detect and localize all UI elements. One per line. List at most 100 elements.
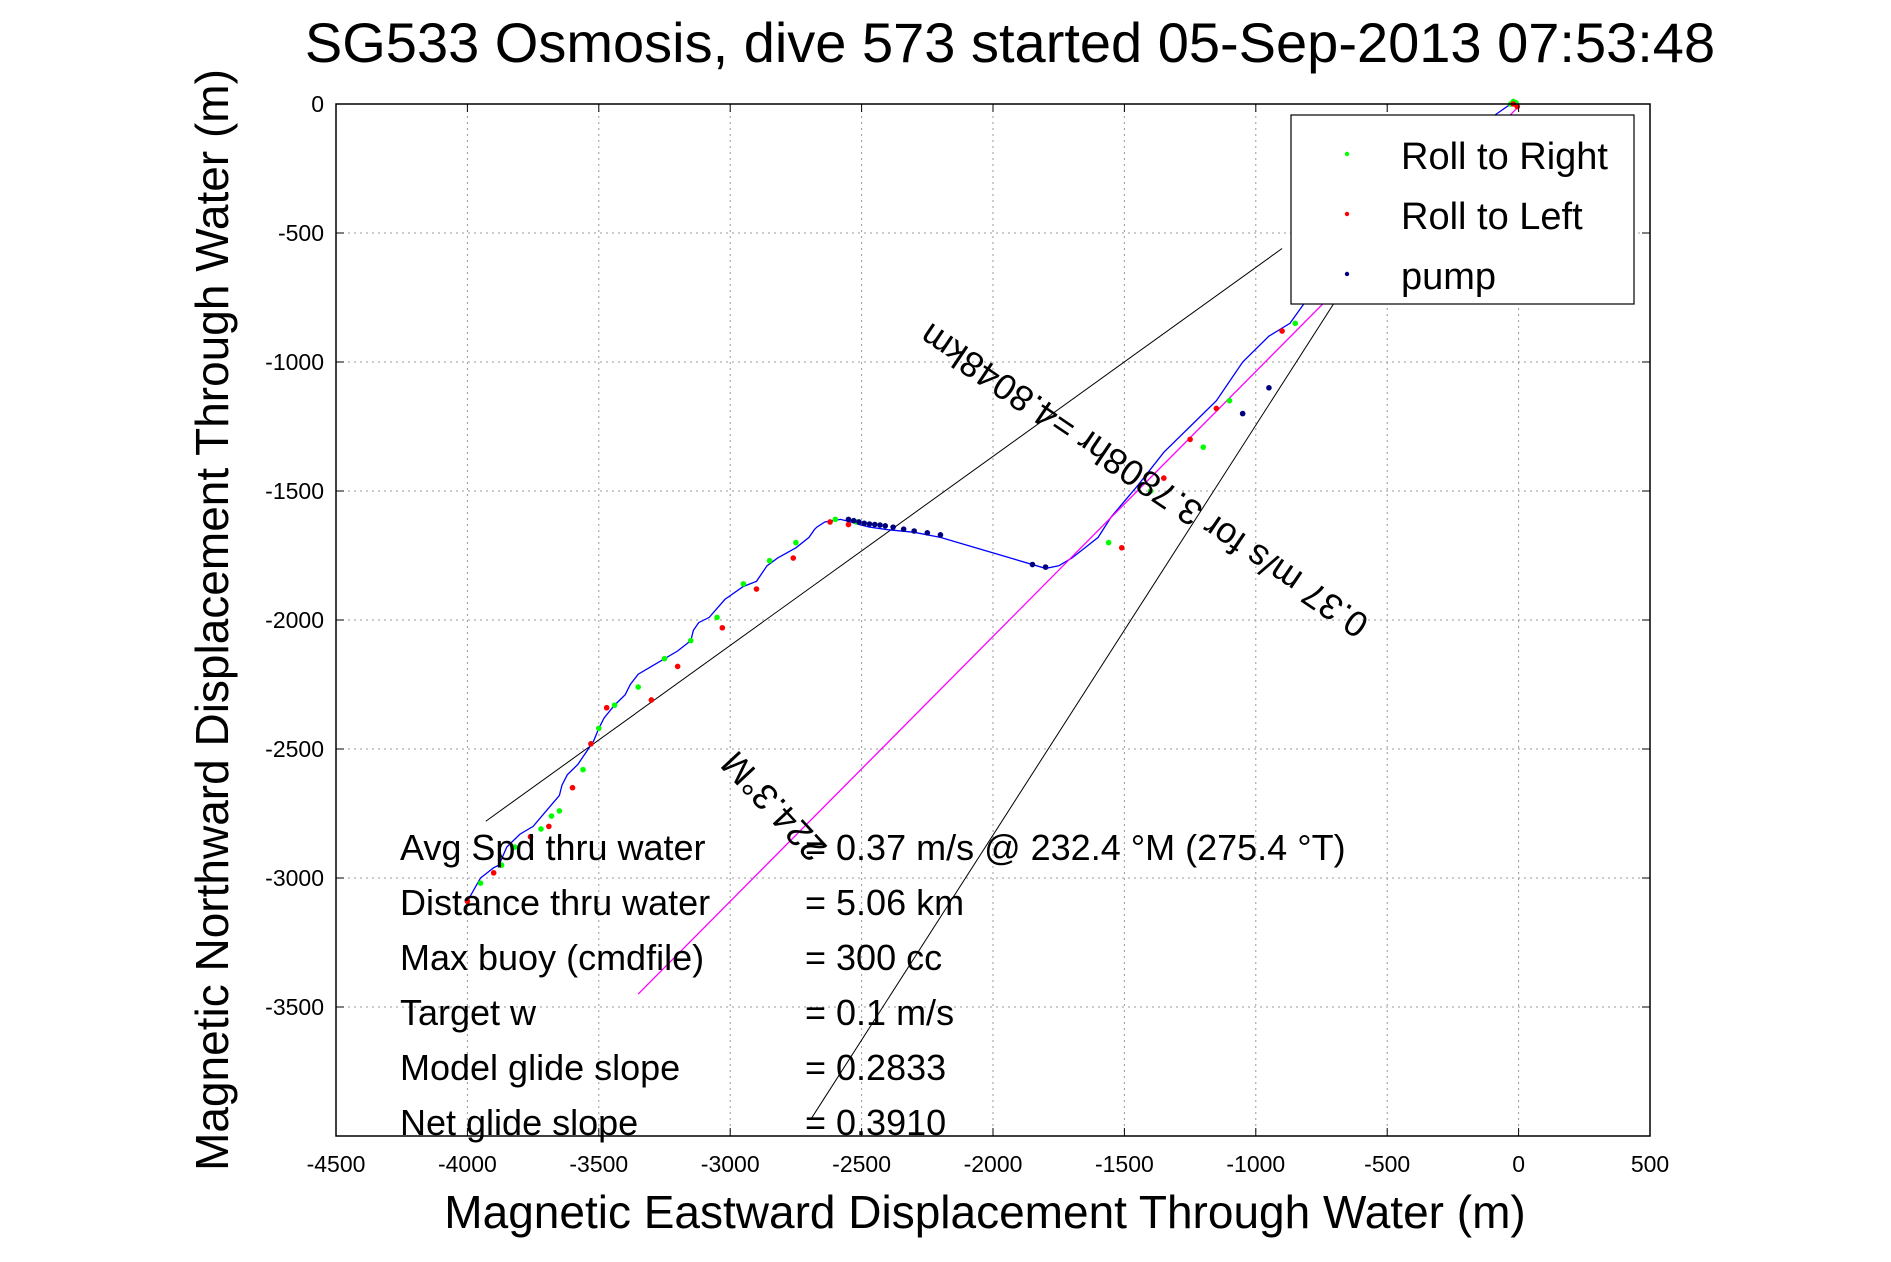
- roll-right-marker: [687, 637, 694, 644]
- x-tick-label: 500: [1631, 1151, 1669, 1177]
- x-tick-label: -4000: [438, 1151, 497, 1177]
- roll-right-marker: [1105, 539, 1112, 546]
- roll-right-marker: [1292, 320, 1299, 327]
- roll-left-marker: [1118, 544, 1125, 551]
- envelope-line: [485, 248, 1283, 822]
- roll-left-marker: [464, 898, 471, 905]
- roll-left-marker: [588, 741, 594, 747]
- chart-title: SG533 Osmosis, dive 573 started 05-Sep-2…: [305, 11, 1715, 74]
- pump-marker: [911, 528, 917, 534]
- roll-left-marker: [1161, 475, 1167, 481]
- info-value: = 0.37 m/s @ 232.4 °M (275.4 °T): [805, 827, 1346, 868]
- roll-left-marker: [790, 555, 797, 561]
- roll-right-marker: [611, 702, 618, 708]
- roll-right-marker: [1147, 488, 1154, 494]
- roll-right-marker: [661, 655, 668, 662]
- roll-left-marker: [546, 823, 552, 830]
- y-tick-label: -500: [278, 220, 324, 246]
- roll-right-marker: [832, 516, 839, 523]
- y-tick-label: -1500: [265, 478, 324, 504]
- legend-label: Roll to Right: [1401, 136, 1608, 178]
- pump-marker: [1029, 561, 1036, 568]
- pump-marker: [882, 523, 889, 529]
- roll-left-marker: [719, 624, 726, 631]
- legend: Roll to Right Roll to Left pump: [1290, 114, 1635, 305]
- roll-left-marker: [603, 704, 610, 711]
- roll-left-marker: [490, 870, 497, 876]
- roll-left-marker: [845, 521, 852, 528]
- pump-marker: [890, 524, 896, 530]
- pump-marker: [845, 516, 852, 523]
- x-axis-label: Magnetic Eastward Displacement Through W…: [444, 1186, 1525, 1238]
- axis-ticks: -4500 -4000 -3500 -3000 -2500 -2000 -1500 -1000…: [265, 91, 1669, 1177]
- info-value: = 0.2833: [805, 1047, 946, 1088]
- envelope-line: [811, 240, 1375, 1119]
- y-tick-label: -2500: [265, 736, 324, 762]
- info-label: Net glide slope: [400, 1102, 638, 1143]
- legend-marker: [1344, 211, 1350, 217]
- roll-left-marker: [674, 663, 681, 670]
- roll-right-marker: [548, 813, 555, 819]
- roll-left-marker: [527, 833, 534, 840]
- roll-right-marker: [477, 880, 484, 886]
- x-tick-label: -1000: [1226, 1151, 1285, 1177]
- pump-marker: [877, 522, 883, 528]
- info-value: = 5.06 km: [805, 882, 964, 923]
- x-tick-label: -3500: [569, 1151, 628, 1177]
- y-tick-label: -1000: [265, 349, 324, 375]
- roll-right-marker: [596, 725, 602, 732]
- roll-left-marker: [753, 586, 760, 592]
- y-tick-label: -2000: [265, 607, 324, 633]
- info-label: Max buoy (cmdfile): [400, 937, 704, 978]
- pump-marker: [937, 532, 944, 538]
- pump-marker: [856, 519, 862, 525]
- series-track-line: [466, 103, 1520, 902]
- roll-right-marker: [793, 539, 799, 546]
- pump-marker: [1042, 564, 1049, 570]
- legend-marker: [1344, 271, 1350, 277]
- pump-marker: [1266, 385, 1272, 391]
- x-tick-label: -1500: [1095, 1151, 1154, 1177]
- pump-marker: [861, 520, 868, 527]
- x-tick-label: -500: [1364, 1151, 1410, 1177]
- info-value: = 0.3910: [805, 1102, 946, 1143]
- roll-right-marker: [635, 684, 642, 690]
- info-label: Avg Spd thru water: [400, 827, 706, 868]
- pump-marker: [924, 529, 931, 536]
- pump-marker: [850, 517, 857, 524]
- legend-label: pump: [1401, 256, 1496, 298]
- legend-label: Roll to Left: [1401, 196, 1583, 238]
- roll-right-marker: [714, 614, 720, 621]
- info-label: Model glide slope: [400, 1047, 680, 1088]
- roll-right-marker: [511, 844, 518, 850]
- info-label: Distance thru water: [400, 882, 710, 923]
- y-axis-label: Magnetic Northward Displacement Through …: [186, 69, 238, 1171]
- roll-right-marker: [1200, 444, 1207, 450]
- x-tick-label: 0: [1512, 1151, 1525, 1177]
- roll-left-marker: [1279, 328, 1285, 334]
- info-label: Target w: [400, 992, 537, 1033]
- legend-marker: [1344, 151, 1350, 157]
- roll-right-marker: [498, 862, 505, 868]
- roll-right-marker: [740, 581, 747, 587]
- pump-marker: [866, 521, 873, 527]
- roll-left-marker: [827, 519, 833, 525]
- pump-marker: [871, 521, 878, 528]
- info-table: Avg Spd thru water = 0.37 m/s @ 232.4 °M …: [400, 827, 1346, 1143]
- pump-marker: [900, 526, 907, 532]
- info-value: = 0.1 m/s: [805, 992, 954, 1033]
- roll-left-marker: [1187, 436, 1193, 443]
- roll-right-marker: [556, 808, 563, 814]
- roll-right-marker: [766, 557, 773, 564]
- y-tick-label: -3000: [265, 865, 324, 891]
- roll-right-marker: [538, 826, 544, 832]
- roll-left-marker: [1213, 405, 1220, 412]
- y-tick-label: -3500: [265, 994, 324, 1020]
- roll-left-marker: [569, 784, 576, 791]
- roll-right-marker: [1226, 397, 1233, 404]
- x-tick-label: -2500: [832, 1151, 891, 1177]
- y-tick-label: 0: [311, 91, 324, 117]
- info-value: = 300 cc: [805, 937, 942, 978]
- roll-right-marker: [580, 766, 586, 773]
